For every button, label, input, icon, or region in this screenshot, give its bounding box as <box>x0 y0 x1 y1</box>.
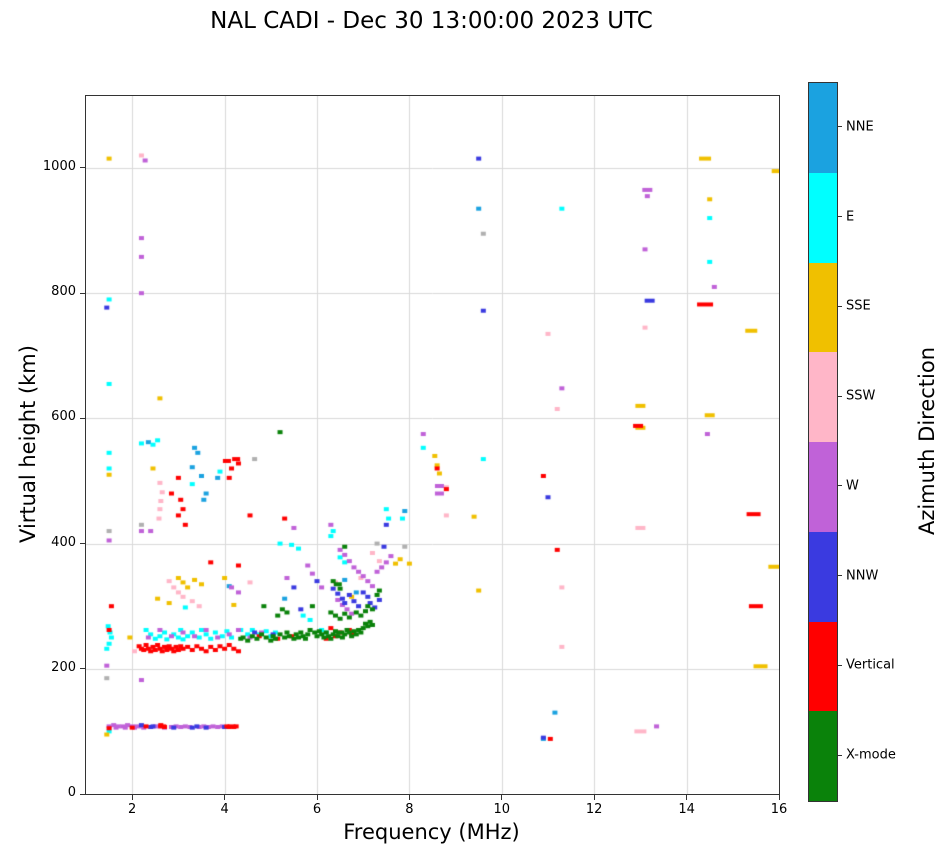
x-tick-label: 16 <box>770 802 788 817</box>
x-tick-mark <box>501 795 503 800</box>
colorbar-tick-mark <box>837 754 842 756</box>
x-tick-mark <box>224 795 226 800</box>
x-tick-label: 4 <box>220 802 229 817</box>
colorbar-segment-w <box>809 442 837 532</box>
colorbar-tick-label-sse: SSE <box>846 298 871 314</box>
x-tick-mark <box>593 795 595 800</box>
y-tick-mark <box>80 292 85 294</box>
colorbar-labels: NNE E SSE SSW W NNW Vertical X-mode <box>837 82 907 800</box>
colorbar-axis-label-wrap: Azimuth Direction <box>912 291 942 591</box>
y-tick-mark <box>80 793 85 795</box>
x-tick-label: 2 <box>128 802 137 817</box>
colorbar-segment-vertical <box>809 621 837 712</box>
colorbar-segment-nne <box>809 83 837 173</box>
y-tick-mark <box>80 417 85 419</box>
colorbar-tick-label-w: W <box>846 478 859 494</box>
x-axis-label: Frequency (MHz) <box>343 820 520 844</box>
colorbar-tick-label-x-mode: X-mode <box>846 747 896 763</box>
colorbar-tick-mark <box>837 664 842 666</box>
colorbar-segment-e <box>809 172 837 263</box>
chart-title: NAL CADI - Dec 30 13:00:00 2023 UTC <box>210 8 653 34</box>
colorbar-tick-mark <box>837 305 842 307</box>
colorbar-segment-nnw <box>809 531 837 622</box>
colorbar-tick-mark <box>837 395 842 397</box>
colorbar-tick-mark <box>837 575 842 577</box>
colorbar-axis-label: Azimuth Direction <box>915 346 939 536</box>
colorbar-tick-mark <box>837 126 842 128</box>
y-tick-mark <box>80 167 85 169</box>
x-tick-label: 12 <box>585 802 603 817</box>
y-tick-label: 0 <box>67 785 76 800</box>
colorbar <box>808 82 838 802</box>
y-axis-label-wrap: Virtual height (km) <box>14 294 42 594</box>
x-tick-label: 10 <box>493 802 511 817</box>
x-tick-label: 8 <box>405 802 414 817</box>
colorbar-tick-mark <box>837 485 842 487</box>
colorbar-tick-label-nne: NNE <box>846 119 874 135</box>
x-tick-mark <box>778 795 780 800</box>
y-tick-label: 800 <box>51 284 76 300</box>
x-tick-label: 6 <box>312 802 322 817</box>
plot-area: 2 4 6 8 10 12 14 16 0 200 400 600 800 1000 <box>43 95 787 817</box>
y-tick-label: 1000 <box>42 158 76 174</box>
y-axis-label: Virtual height (km) <box>16 345 40 543</box>
scatter-canvas <box>86 96 779 794</box>
colorbar-tick-mark <box>837 216 842 218</box>
x-tick-mark <box>316 795 318 800</box>
x-tick-mark <box>131 795 133 800</box>
x-tick-mark <box>408 795 410 800</box>
y-tick-label: 200 <box>51 659 76 675</box>
x-tick-label: 14 <box>678 802 695 817</box>
y-tick-mark <box>80 668 85 670</box>
colorbar-segment-sse <box>809 262 837 353</box>
colorbar-tick-label-nnw: NNW <box>846 568 879 584</box>
y-tick-label: 400 <box>51 534 76 550</box>
colorbar-tick-label-e: E <box>846 209 855 225</box>
colorbar-tick-label-vertical: Vertical <box>846 657 895 673</box>
colorbar-segment-x-mode <box>809 711 837 801</box>
y-tick-label: 600 <box>51 409 76 425</box>
colorbar-segment-ssw <box>809 352 837 442</box>
colorbar-tick-label-ssw: SSW <box>846 388 876 404</box>
y-tick-mark <box>80 543 85 545</box>
x-tick-mark <box>686 795 688 800</box>
